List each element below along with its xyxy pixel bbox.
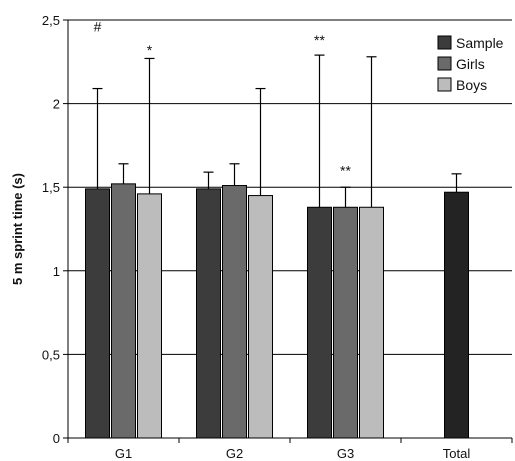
bar-boys [359, 206, 384, 439]
legend-swatch-boys [437, 77, 452, 92]
bar-total [444, 191, 469, 439]
y-tick-label: 2,5 [42, 13, 60, 28]
y-axis-title: 5 m sprint time (s) [10, 173, 25, 285]
bar-boys [137, 193, 162, 439]
bar-girls [333, 206, 358, 439]
x-tick-label: G1 [115, 446, 132, 461]
significance-marker: # [94, 19, 102, 35]
bar-boys [248, 195, 273, 439]
bar-sample [196, 188, 221, 439]
y-tick-label: 1 [53, 264, 60, 279]
legend: Sample Girls Boys [437, 35, 504, 93]
bar-sample [307, 206, 332, 439]
bar-sample [85, 188, 110, 439]
significance-marker: ** [314, 32, 325, 48]
y-tick-label: 0 [53, 431, 60, 446]
x-tick-label: G2 [226, 446, 243, 461]
y-tick-labels: 0 0,5 1 1,5 2 2,5 [42, 13, 60, 446]
x-tick-label: G3 [337, 446, 354, 461]
bar-girls [222, 185, 247, 439]
y-tick-label: 2 [53, 97, 60, 112]
bar-girls [111, 183, 136, 439]
bars-group [85, 183, 469, 439]
legend-label-sample: Sample [456, 35, 504, 51]
significance-marker: ** [340, 162, 351, 178]
significance-marker: * [147, 42, 153, 58]
legend-label-boys: Boys [456, 77, 487, 93]
annotations-group: #***** [94, 19, 352, 179]
legend-swatch-girls [437, 56, 452, 71]
legend-swatch-sample [437, 35, 452, 50]
x-tick-labels: G1 G2 G3 Total [115, 446, 471, 461]
x-tick-label: Total [443, 446, 471, 461]
y-tick-label: 1,5 [42, 180, 60, 195]
legend-label-girls: Girls [456, 56, 485, 72]
error-bars-group [92, 54, 462, 208]
axes-group [63, 19, 513, 443]
y-tick-label: 0,5 [42, 347, 60, 362]
